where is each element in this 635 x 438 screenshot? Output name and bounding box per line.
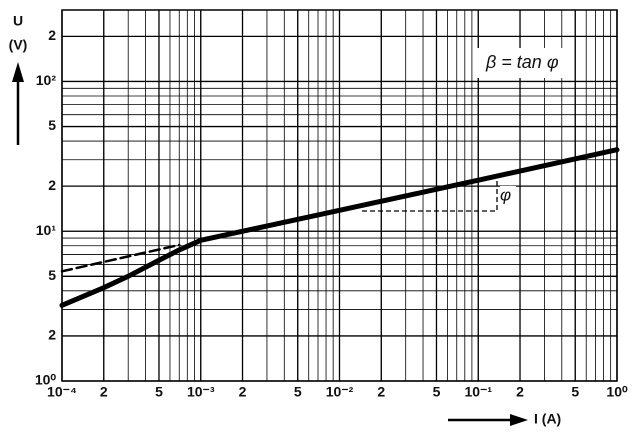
x-tick-label: 2 [516, 384, 524, 400]
x-tick-label: 10⁻¹ [464, 384, 492, 400]
y-axis-unit: (V) [9, 37, 28, 53]
x-arrow-head [510, 414, 528, 426]
series-line [59, 147, 620, 308]
x-tick-label: 5 [294, 384, 302, 400]
annotation-box [500, 186, 516, 204]
x-tick-label: 2 [239, 384, 247, 400]
x-tick-label: 10⁻³ [187, 384, 215, 400]
x-tick-label: 2 [100, 384, 108, 400]
x-tick-label: 10⁻² [326, 384, 354, 400]
x-tick-label: 5 [571, 384, 579, 400]
y-tick-label: 10¹ [36, 222, 57, 238]
y-tick-label: 5 [48, 267, 56, 283]
y-tick-label: 2 [48, 177, 56, 193]
annotation: β = tan φ [485, 52, 559, 72]
y-arrow-head [12, 62, 24, 82]
x-tick-label: 5 [155, 384, 163, 400]
y-tick-label: 2 [48, 27, 56, 43]
x-tick-label: 2 [377, 384, 385, 400]
series-line [60, 243, 181, 273]
y-tick-label: 2 [48, 327, 56, 343]
x-axis-label: I (A) [534, 411, 561, 427]
y-tick-label: 5 [48, 117, 56, 133]
y-tick-label: 10² [36, 72, 57, 88]
slope-triangle [362, 180, 498, 212]
y-tick-label: 10⁰ [35, 372, 57, 388]
x-tick-label: 5 [433, 384, 441, 400]
x-tick-label: 10⁰ [606, 384, 628, 400]
annotation-box [474, 48, 574, 78]
plot-frame [61, 9, 618, 382]
x-tick-label: 10⁻⁴ [47, 384, 77, 400]
annotation: φ [500, 185, 511, 204]
y-axis-label: U [13, 13, 23, 29]
